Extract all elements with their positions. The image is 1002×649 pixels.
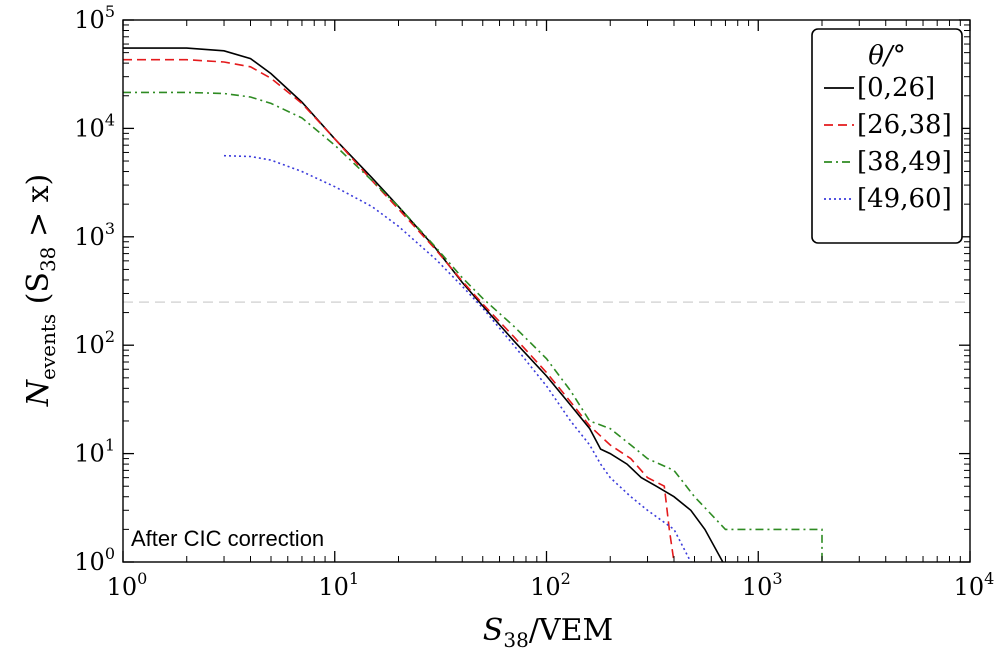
- x-tick-label: 104: [954, 569, 995, 601]
- x-tick-label: 100: [107, 569, 148, 601]
- series-line-3: [223, 154, 692, 563]
- series-line-1: [123, 58, 675, 563]
- series-layer: [123, 47, 823, 563]
- y-tick-label: 103: [74, 219, 115, 251]
- series-line-2: [123, 91, 823, 562]
- legend-title: θ/°: [868, 41, 905, 71]
- y-tick-label: 104: [74, 110, 115, 142]
- legend-label-0: [0,26]: [857, 73, 935, 103]
- legend-entries: [0,26] [26,38] [38,49] [49,60]: [824, 73, 952, 214]
- annotation-label: After CIC correction: [131, 526, 324, 551]
- y-tick-label: 102: [74, 327, 115, 359]
- legend: θ/° [0,26] [26,38] [38,49] [49,60]: [811, 28, 963, 244]
- series-line-0: [123, 47, 724, 563]
- x-tick-label: 102: [530, 569, 571, 601]
- y-tick-label: 101: [74, 436, 115, 468]
- legend-label-2: [38,49]: [857, 147, 952, 177]
- legend-label-1: [26,38]: [857, 110, 952, 140]
- legend-label-3: [49,60]: [857, 184, 952, 214]
- x-tick-label: 101: [318, 569, 359, 601]
- y-tick-label: 105: [74, 2, 115, 34]
- tick-layer: 100 101 102 103 104 100 101 102 103 104 105: [74, 2, 994, 601]
- x-tick-label: 103: [742, 569, 783, 601]
- y-axis-title: Nevents (S38 > x): [21, 174, 60, 408]
- y-tick-label: 100: [74, 544, 115, 576]
- x-axis-title: S38/VEM: [483, 613, 613, 649]
- legend-box: [811, 28, 963, 244]
